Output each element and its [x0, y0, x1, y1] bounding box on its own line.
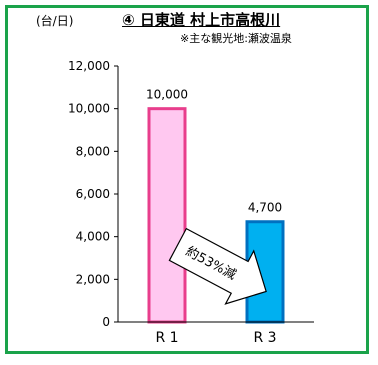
y-tick-label: 0	[102, 315, 110, 329]
x-category-label: R 1	[155, 330, 178, 346]
chart-subtitle: ※主な観光地:瀬波温泉	[180, 32, 292, 45]
y-tick-label: 8,000	[76, 144, 110, 158]
y-tick-label: 10,000	[68, 102, 110, 116]
decrease-arrow	[168, 227, 267, 305]
x-category-label: R 3	[253, 330, 276, 346]
y-tick-label: 6,000	[76, 187, 110, 201]
chart-title: ④ 日東道 村上市高根川	[122, 11, 281, 29]
bar-value-label: 4,700	[248, 201, 282, 215]
y-tick-label: 12,000	[68, 59, 110, 73]
y-tick-label: 2,000	[76, 272, 110, 286]
y-axis-unit: (台/日)	[36, 14, 74, 28]
bar-value-label: 10,000	[146, 88, 188, 102]
chart-frame	[5, 5, 369, 354]
y-tick-label: 4,000	[76, 230, 110, 244]
bar-r1	[147, 107, 187, 324]
